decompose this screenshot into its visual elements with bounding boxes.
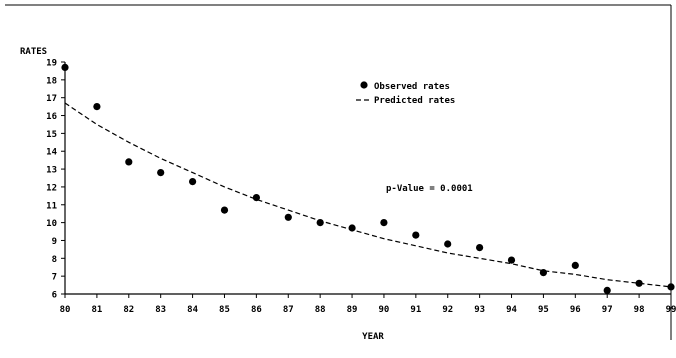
x-tick-label: 89 [347,305,358,315]
y-tick-label: 15 [46,130,57,140]
observed-point [61,63,69,71]
x-tick-label: 96 [570,305,581,315]
observed-point [252,194,260,202]
observed-point [93,103,101,111]
y-tick-label: 13 [46,166,57,176]
x-tick-label: 97 [602,305,613,315]
legend-observed-label: Observed rates [374,82,450,92]
observed-point [667,283,675,291]
x-tick-label: 98 [634,305,645,315]
x-tick-label: 91 [410,305,421,315]
legend-observed-marker [360,81,368,89]
y-tick-label: 8 [52,255,57,265]
x-tick-label: 81 [91,305,102,315]
observed-point [189,178,197,186]
y-tick-label: 16 [46,112,57,122]
x-tick-label: 84 [187,305,198,315]
x-tick-label: 94 [506,305,517,315]
y-tick-label: 9 [52,237,57,247]
x-tick-label: 92 [442,305,453,315]
x-tick-label: 88 [315,305,326,315]
observed-point [603,286,611,294]
x-tick-label: 90 [379,305,390,315]
observed-point [316,219,324,227]
x-tick-label: 99 [666,305,676,315]
y-tick-label: 18 [46,76,57,86]
y-tick-label: 14 [46,148,57,158]
predicted-rates-line [64,102,672,288]
y-tick-label: 17 [46,94,57,104]
x-tick-label: 95 [538,305,549,315]
observed-point [284,213,292,221]
observed-point [380,219,388,227]
x-tick-label: 82 [123,305,134,315]
x-tick-label: 93 [474,305,485,315]
observed-point [635,279,643,287]
observed-point [571,261,579,269]
x-tick-label: 80 [60,305,71,315]
x-tick-label: 87 [283,305,294,315]
observed-point [539,269,548,277]
observed-point [348,224,356,232]
x-tick-label: 86 [251,305,262,315]
observed-point [125,158,133,166]
y-tick-label: 6 [52,291,57,301]
legend-predicted-label: Predicted rates [374,95,455,106]
observed-point [157,169,165,177]
y-tick-label: 11 [46,201,57,211]
y-tick-label: 19 [46,59,57,69]
x-tick-label: 85 [219,305,230,315]
y-tick-label: 12 [46,183,57,193]
observed-point [412,231,420,239]
y-tick-label: 7 [52,273,57,283]
observed-point [507,256,516,264]
observed-point [444,240,452,248]
y-tick-label: 10 [46,219,57,229]
observed-point [476,244,484,252]
p-value-annotation: p-Value = 0.0001 [386,184,473,194]
y-axis-label: RATES [20,47,47,57]
observed-point [220,206,229,214]
x-tick-label: 83 [155,305,166,315]
x-axis-label: YEAR [362,332,384,342]
